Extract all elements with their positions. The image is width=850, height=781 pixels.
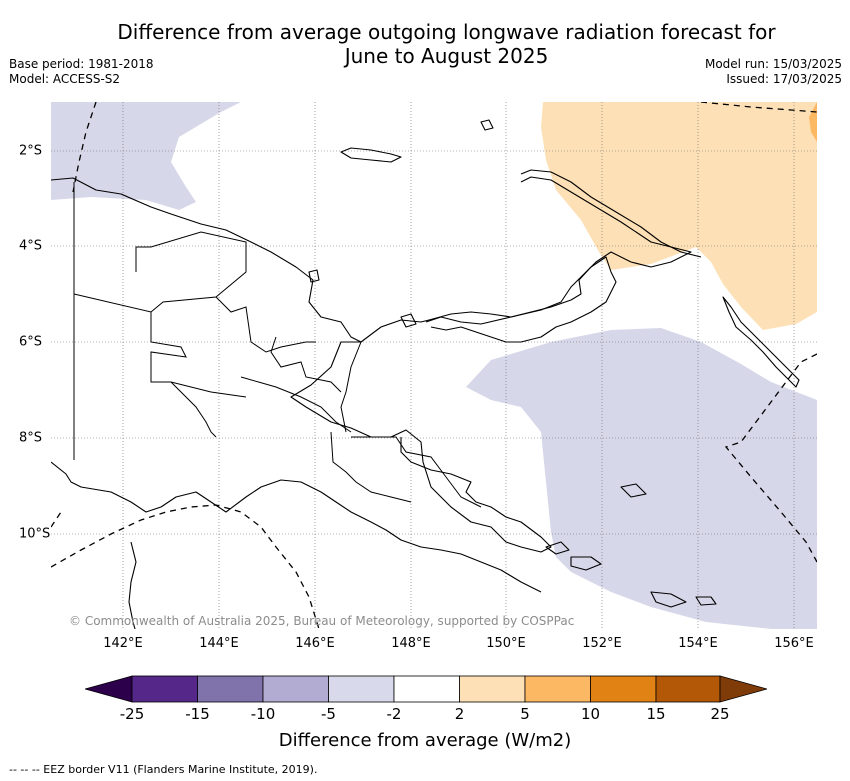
- colorbar-high-extend: [719, 675, 767, 703]
- colorbar-segment-1: [131, 675, 198, 703]
- colorbar-tick-4: -2: [386, 705, 402, 723]
- umboi-island: [400, 313, 417, 328]
- bougainville: [722, 296, 800, 388]
- colorbar-label: Difference from average (W/m2): [278, 730, 572, 751]
- huon-peninsula: [360, 256, 617, 343]
- copyright-notice: © Commonwealth of Australia 2025, Bureau…: [69, 614, 575, 628]
- louisiade-island-3: [695, 596, 717, 606]
- louisiade-island-1: [620, 483, 647, 498]
- positive-anomaly-northeast: [541, 102, 817, 330]
- eez-legend-footer: -- -- -- EEZ border V11 (Flanders Marine…: [9, 763, 318, 776]
- colorbar-tick-8: 15: [646, 705, 666, 723]
- colorbar-tick-1: -15: [185, 705, 210, 723]
- colorbar-segment-5: [393, 675, 460, 703]
- colorbar-tick-5: 2: [454, 705, 465, 723]
- lon-label-142: 142°E: [103, 636, 143, 651]
- lon-label-148: 148°E: [391, 636, 431, 651]
- graticule: [51, 102, 817, 629]
- new-ireland: [520, 169, 702, 258]
- base-period: Base period: 1981-2018: [9, 57, 154, 71]
- model-name: Model: ACCESS-S2: [9, 72, 121, 86]
- goodenough-island: [545, 541, 570, 555]
- colorbar-segment-6: [459, 675, 526, 703]
- lat-label-6s: 6°S: [19, 334, 43, 350]
- admiralty-island: [340, 147, 402, 163]
- lat-label-2s: 2°S: [19, 143, 43, 159]
- meta-left: Base period: 1981-2018 Model: ACCESS-S2: [9, 57, 154, 87]
- eez-borders: [51, 102, 817, 629]
- map-title: Difference from average outgoing longwav…: [0, 20, 850, 68]
- colorbar-low-extend: [85, 675, 133, 703]
- title-line-1: Difference from average outgoing longwav…: [117, 20, 776, 44]
- new-guinea-south-coast: [51, 461, 542, 593]
- colorbar-tick-3: -5: [321, 705, 336, 723]
- lon-label-154: 154°E: [678, 636, 718, 651]
- lat-label-4s: 4°S: [19, 238, 43, 254]
- colorbar-tick-0: -25: [119, 705, 145, 723]
- colorbar-segment-8: [590, 675, 657, 703]
- manus-small-1: [480, 119, 494, 131]
- title-line-2: June to August 2025: [344, 44, 549, 68]
- colorbar-tick-6: 5: [520, 705, 530, 723]
- coastlines: [51, 119, 800, 629]
- colorbar-segment-7: [524, 675, 591, 703]
- internal-borders: [73, 182, 482, 508]
- louisiade-island-2: [650, 591, 687, 608]
- colorbar-segment-3: [262, 675, 329, 703]
- new-britain: [425, 176, 692, 325]
- colorbar-segment-4: [328, 675, 395, 703]
- map-canvas: [51, 102, 817, 629]
- lon-label-150: 150°E: [486, 636, 526, 651]
- new-guinea-coast: [51, 177, 552, 553]
- colorbar: [85, 675, 767, 703]
- colorbar-tick-7: 10: [580, 705, 601, 723]
- negative-anomaly-southeast: [466, 328, 817, 629]
- lon-label-152: 152°E: [582, 636, 622, 651]
- lat-label-8s: 8°S: [19, 430, 43, 446]
- lat-label-10s: 10°S: [19, 526, 51, 542]
- lon-label-146: 146°E: [295, 636, 335, 651]
- negative-anomaly-northwest: [51, 102, 241, 210]
- colorbar-tick-2: -10: [250, 705, 276, 723]
- colorbar-segment-2: [197, 675, 264, 703]
- torres-coast: [128, 541, 137, 629]
- lon-label-144: 144°E: [199, 636, 239, 651]
- fergusson-island: [570, 556, 602, 571]
- model-run: Model run: 15/03/2025: [704, 57, 842, 71]
- issued-date: Issued: 17/03/2025: [726, 72, 842, 86]
- lon-label-156: 156°E: [774, 636, 814, 651]
- meta-right: Model run: 15/03/2025 Issued: 17/03/2025: [705, 57, 842, 87]
- colorbar-segment-9: [655, 675, 721, 703]
- colorbar-tick-9: 25: [710, 705, 730, 723]
- sepik-island: [308, 269, 320, 283]
